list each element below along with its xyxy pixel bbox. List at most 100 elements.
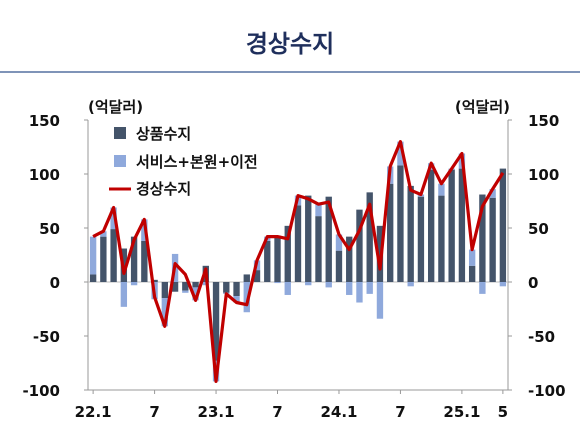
bar-goods	[264, 240, 271, 282]
bar-goods	[356, 209, 363, 282]
legend: 상품수지 서비스+본원+이전 경상수지	[109, 125, 258, 198]
bar-services	[305, 282, 312, 286]
bar-goods	[315, 216, 322, 282]
y-tick-label-left: -100	[22, 382, 60, 400]
legend-swatch-goods	[114, 127, 126, 139]
x-tick-label: 25.1	[443, 403, 480, 421]
y-tick-label-left: 50	[39, 220, 60, 238]
bar-services	[489, 189, 496, 198]
bar-services	[438, 183, 445, 196]
bar-services	[120, 282, 128, 307]
x-tick-label: 22.1	[75, 403, 112, 421]
x-tick-label: 23.1	[198, 403, 235, 421]
bar-goods	[448, 169, 455, 282]
bar-services	[161, 298, 169, 327]
bar-services	[499, 282, 507, 287]
y-tick-label-left: 150	[29, 112, 60, 130]
bar-services	[366, 282, 373, 294]
y-axis-right-unit: (억달러)	[455, 98, 510, 116]
bar-goods	[141, 240, 148, 282]
bar-services	[335, 234, 343, 251]
bar-services	[100, 231, 107, 237]
bar-goods	[438, 195, 445, 282]
bars-layer	[89, 141, 507, 382]
labels-layer: (억달러) (억달러)	[88, 98, 510, 116]
bar-services	[356, 282, 363, 303]
legend-swatch-services	[114, 155, 126, 167]
bar-services	[479, 282, 486, 294]
title-divider	[0, 71, 580, 73]
bar-goods	[468, 265, 476, 282]
legend-label-goods: 상품수지	[136, 125, 191, 143]
bar-goods	[417, 196, 425, 282]
bar-goods	[274, 235, 281, 282]
y-tick-label-left: 100	[29, 166, 60, 184]
chart-title: 경상수지	[245, 30, 335, 58]
bar-goods	[161, 282, 169, 299]
bar-goods	[243, 274, 250, 282]
bar-services	[284, 282, 291, 295]
bar-services	[110, 207, 117, 230]
y-tick-label-right: 150	[528, 112, 559, 130]
legend-label-services: 서비스+본원+이전	[136, 153, 258, 171]
bar-services	[376, 282, 384, 319]
y-tick-label-left: 0	[50, 274, 60, 292]
line-layer	[92, 140, 505, 383]
bar-services	[397, 141, 404, 166]
bar-services	[274, 282, 281, 284]
y-tick-label-right: 50	[528, 220, 549, 238]
bar-services	[407, 282, 414, 287]
bar-services	[89, 236, 97, 275]
x-tick-label: 7	[272, 403, 282, 421]
bar-goods	[489, 197, 496, 282]
x-tick-label: 24.1	[320, 403, 357, 421]
bar-goods	[479, 194, 486, 282]
bar-services	[233, 296, 240, 303]
y-tick-label-right: -100	[528, 382, 566, 400]
bar-goods	[427, 169, 435, 282]
bar-services	[325, 282, 332, 288]
bar-goods	[397, 165, 404, 282]
y-tick-label-left: -50	[33, 328, 60, 346]
bar-goods	[212, 282, 220, 361]
bar-goods	[223, 282, 230, 293]
bar-goods	[407, 185, 414, 282]
bar-services	[130, 282, 138, 286]
bar-goods	[233, 282, 240, 297]
bar-goods	[182, 282, 189, 291]
bar-goods	[499, 168, 507, 282]
bar-goods	[151, 279, 158, 282]
bar-services	[182, 290, 189, 293]
y-axis-left-unit: (억달러)	[88, 98, 143, 116]
bar-goods	[458, 168, 466, 282]
bar-services	[315, 204, 322, 217]
bar-goods	[284, 225, 291, 282]
legend-label-current: 경상수지	[136, 180, 191, 198]
bar-goods	[100, 236, 107, 282]
bar-services	[192, 287, 199, 301]
x-tick-label: 7	[149, 403, 159, 421]
bar-goods	[305, 195, 312, 282]
bar-goods	[346, 236, 353, 282]
bar-goods	[110, 229, 117, 282]
bar-goods	[335, 250, 343, 282]
bar-goods	[325, 196, 332, 282]
axes-layer: -100 -100 -50 -50 0 0 50 50 100 100 150 150 22.1 7 23.…	[22, 112, 565, 421]
bar-goods	[171, 282, 179, 292]
y-tick-label-right: 0	[528, 274, 538, 292]
y-tick-label-right: 100	[528, 166, 559, 184]
bar-services	[346, 282, 353, 295]
y-tick-label-right: -50	[528, 328, 555, 346]
line-current-account	[92, 140, 505, 383]
bar-goods	[294, 205, 302, 282]
bar-services	[243, 282, 250, 313]
bar-goods	[366, 192, 373, 282]
x-tick-label: 7	[395, 403, 405, 421]
bar-services	[468, 249, 476, 266]
bar-goods	[253, 270, 261, 282]
bar-goods	[130, 236, 138, 282]
x-tick-label: 5	[498, 403, 508, 421]
bar-goods	[192, 282, 199, 288]
bar-goods	[89, 274, 97, 282]
